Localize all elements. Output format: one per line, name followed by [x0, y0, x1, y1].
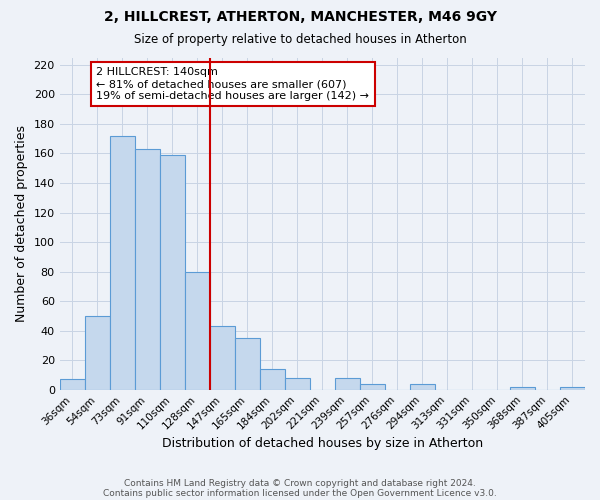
Bar — [210, 326, 235, 390]
Bar — [185, 272, 210, 390]
Bar — [510, 387, 535, 390]
Bar — [360, 384, 385, 390]
Y-axis label: Number of detached properties: Number of detached properties — [15, 125, 28, 322]
Text: 2, HILLCREST, ATHERTON, MANCHESTER, M46 9GY: 2, HILLCREST, ATHERTON, MANCHESTER, M46 … — [104, 10, 497, 24]
Text: 2 HILLCREST: 140sqm
← 81% of detached houses are smaller (607)
19% of semi-detac: 2 HILLCREST: 140sqm ← 81% of detached ho… — [97, 68, 370, 100]
Bar — [85, 316, 110, 390]
Bar — [110, 136, 135, 390]
Bar — [335, 378, 360, 390]
Text: Size of property relative to detached houses in Atherton: Size of property relative to detached ho… — [134, 32, 466, 46]
Text: Contains HM Land Registry data © Crown copyright and database right 2024.: Contains HM Land Registry data © Crown c… — [124, 478, 476, 488]
Bar — [135, 149, 160, 390]
Text: Contains public sector information licensed under the Open Government Licence v3: Contains public sector information licen… — [103, 488, 497, 498]
X-axis label: Distribution of detached houses by size in Atherton: Distribution of detached houses by size … — [162, 437, 483, 450]
Bar — [235, 338, 260, 390]
Bar — [410, 384, 435, 390]
Bar — [560, 387, 585, 390]
Bar — [59, 380, 85, 390]
Bar — [285, 378, 310, 390]
Bar — [160, 155, 185, 390]
Bar — [260, 369, 285, 390]
